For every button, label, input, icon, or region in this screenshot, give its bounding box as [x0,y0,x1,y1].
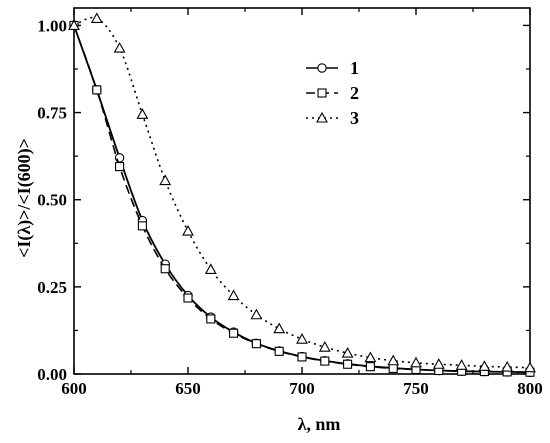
data-point-marker [341,346,354,358]
data-point-marker [274,346,284,356]
legend-label: 2 [350,83,359,103]
data-point-marker [388,363,398,373]
series-2 [69,20,535,377]
data-point-marker [115,162,125,172]
x-tick-label: 750 [403,379,429,398]
data-point-marker [524,361,536,373]
x-tick-label: 700 [289,379,315,398]
legend-item: 3 [306,108,359,128]
data-point-marker [365,362,375,372]
data-point-marker [251,339,261,349]
data-point-marker [296,333,308,344]
legend-item: 2 [306,83,359,103]
data-point-marker [364,351,377,363]
data-point-marker [159,174,172,186]
series-3 [68,12,536,373]
legend-label: 1 [350,58,359,78]
series-line [73,16,531,369]
legend-marker [317,63,327,73]
axis-ticks-layer: 600 650 700 750 800 0.00 0.25 0.50 0.75 1.00 [37,8,543,398]
data-point-marker [250,308,263,320]
data-point-marker [273,322,286,334]
data-point-marker [318,341,331,352]
data-point-marker [136,108,149,119]
y-tick-label: 0.50 [37,191,67,210]
series-layer [68,12,536,378]
legend-label: 3 [350,108,359,128]
data-point-marker [160,264,170,274]
data-point-marker [320,356,330,366]
legend-item: 1 [306,58,359,78]
data-point-marker [92,85,102,95]
legend-marker [317,88,327,98]
data-point-marker [68,19,80,30]
data-point-marker [227,289,240,301]
x-tick-label: 600 [61,379,87,398]
data-point-marker [114,153,125,163]
legend-marker [316,111,328,123]
plot-frame [73,7,531,375]
x-tick-label: 650 [175,379,201,398]
x-axis-title: λ, nm [298,414,341,434]
legend: 1 2 3 [306,58,359,128]
x-tick-label: 800 [517,379,543,398]
y-tick-label: 1.00 [37,16,67,35]
plot-frame-layer [73,7,531,375]
y-tick-label: 0.00 [37,365,67,384]
data-point-marker [501,360,514,372]
y-axis-title: <I(λ)>/<I(600)> [14,138,35,258]
data-point-marker [343,359,353,369]
data-point-marker [478,360,491,371]
data-point-marker [229,328,239,338]
y-tick-label: 0.75 [37,104,67,123]
data-point-marker [410,356,422,368]
data-point-marker [113,41,126,53]
data-point-marker [90,12,103,24]
series-line [73,25,531,374]
data-point-marker [455,359,468,370]
data-point-marker [204,263,217,274]
data-point-marker [182,224,194,236]
data-point-marker [297,352,307,362]
y-tick-label: 0.25 [37,278,67,297]
data-point-marker [137,221,147,231]
data-point-marker [387,354,400,366]
data-point-marker [432,358,445,369]
series-line [73,25,531,374]
data-point-marker [206,314,216,324]
data-point-marker [183,293,193,303]
series-1 [69,20,535,378]
